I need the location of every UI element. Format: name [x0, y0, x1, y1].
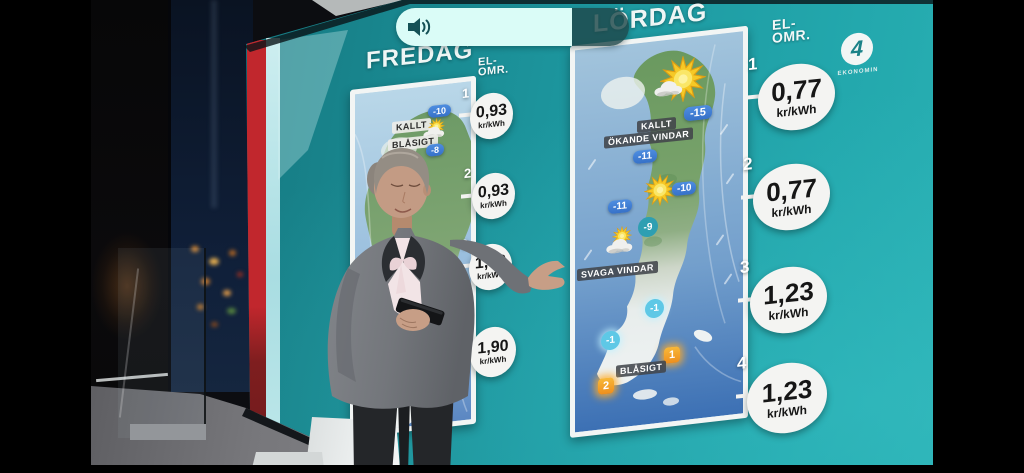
- saturday-price-chip-4: 4 1,23 kr/kWh: [737, 353, 827, 438]
- price-bubble: 0,77 kr/kWh: [753, 159, 830, 235]
- warning-badge-2: 2: [598, 377, 614, 395]
- tv4-channel-number: 4: [850, 35, 864, 62]
- price-bubble: 0,77 kr/kWh: [758, 59, 835, 135]
- friday-area-header: EL- OMR.: [478, 54, 509, 79]
- glass-partition-base: [130, 424, 206, 440]
- audio-overlay-light: [396, 8, 572, 46]
- price-area-number: 4: [737, 353, 747, 374]
- sun-cloud-icon: [604, 236, 634, 254]
- price-area-number: 3: [740, 257, 750, 278]
- saturday-price-chip-3: 3 1,23 kr/kWh: [740, 257, 827, 338]
- audio-overlay-dark: [572, 8, 629, 46]
- studio-warm-light: [91, 232, 163, 340]
- screen-pedestal-step: [252, 452, 324, 468]
- price-area-number: 2: [743, 154, 753, 175]
- speaker-icon: [408, 18, 431, 36]
- glass-partition: [118, 248, 206, 438]
- presenter: [327, 148, 565, 473]
- saturday-price-chip-2: 2 0,77 kr/kWh: [743, 154, 830, 235]
- warning-badge-1: 1: [664, 346, 680, 364]
- screen-red-stripe: [247, 40, 266, 467]
- letterbox-right: [933, 0, 1024, 473]
- price-bubble: 1,23 kr/kWh: [747, 358, 827, 438]
- audio-overlay-button[interactable]: [396, 8, 629, 46]
- cloud-icon: [652, 78, 684, 97]
- saturday-area-header: EL- OMR.: [772, 14, 811, 46]
- window-reflection: [211, 0, 217, 208]
- screen-cyan-stripe: [266, 38, 280, 467]
- letterbox-left: [0, 0, 91, 473]
- price-area-number: 1: [462, 85, 470, 102]
- price-area-number: 1: [748, 54, 758, 75]
- studio-window: [168, 0, 253, 392]
- letterbox-bottom: [0, 465, 1024, 473]
- price-bubble: 1,23 kr/kWh: [750, 262, 827, 338]
- saturday-price-chip-1: 1 0,77 kr/kWh: [748, 54, 835, 135]
